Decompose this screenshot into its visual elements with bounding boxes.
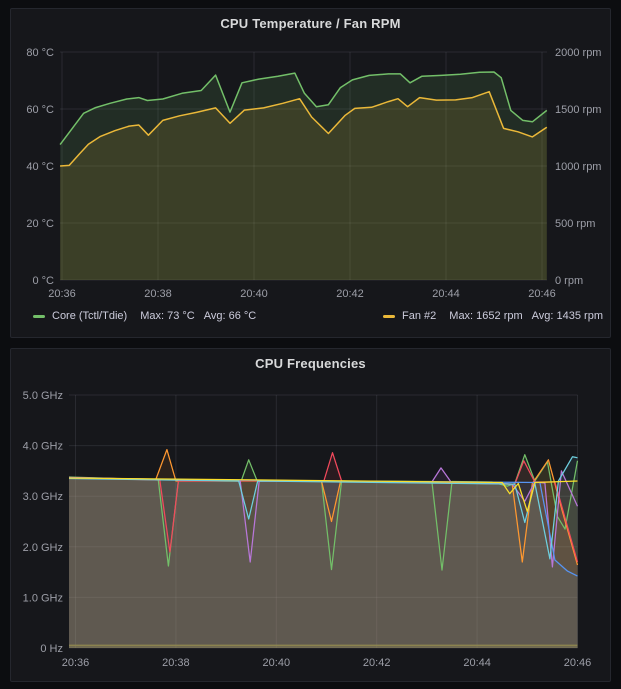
series-area-core-baseband xyxy=(69,645,578,648)
y-axis-tick-label: 0 °C xyxy=(32,275,54,287)
series-area-core-cyan xyxy=(69,456,578,648)
y-axis-right-tick-label: 0 rpm xyxy=(555,275,583,287)
x-axis-tick-label: 20:40 xyxy=(263,657,291,669)
legend-series-marker xyxy=(33,314,45,318)
legend-stat-max: Max: 73 °C xyxy=(140,310,195,322)
series-area-core-yellow xyxy=(69,478,578,648)
y-axis-tick-label: 20 °C xyxy=(26,218,54,230)
y-axis-tick-label: 60 °C xyxy=(26,104,54,116)
series-area-core-purple xyxy=(69,467,578,648)
x-axis-tick-label: 20:46 xyxy=(528,288,556,300)
y-axis-right-tick-label: 1500 rpm xyxy=(555,104,601,116)
legend-series-marker xyxy=(383,314,396,318)
y-axis-tick-label: 5.0 GHz xyxy=(23,390,63,402)
y-axis-right-tick-label: 1000 rpm xyxy=(555,161,601,173)
x-axis-tick-label: 20:46 xyxy=(564,657,592,669)
x-axis-tick-label: 20:44 xyxy=(463,657,491,669)
legend-stat-max: Max: 1652 rpm xyxy=(449,310,523,322)
legend-series-name: Fan #2 xyxy=(402,310,437,322)
series-line-core-cyan xyxy=(68,456,578,560)
y-axis-tick-label: 0 Hz xyxy=(40,643,63,655)
y-axis-right-tick-label: 2000 rpm xyxy=(555,47,601,59)
x-axis-tick-label: 20:36 xyxy=(48,288,76,300)
series-area-Core (Tctl/Tdie) xyxy=(60,72,547,280)
y-axis-right-tick-label: 500 rpm xyxy=(555,218,595,230)
x-axis-tick-label: 20:38 xyxy=(162,657,190,669)
series-area-core-red xyxy=(69,452,578,648)
y-axis-tick-label: 1.0 GHz xyxy=(23,592,63,604)
y-axis-tick-label: 4.0 GHz xyxy=(23,441,63,453)
y-axis-tick-label: 2.0 GHz xyxy=(23,542,63,554)
series-area-core-green xyxy=(69,454,578,648)
cpu-frequencies-chart[interactable]: 0 Hz 1.0 GHz 2.0 GHz 3.0 GHz 4.0 GHz 5.0 GHz 2… xyxy=(11,349,610,679)
y-axis-tick-label: 80 °C xyxy=(26,47,54,59)
series-line-Fan #2 xyxy=(60,90,548,167)
cpu-temperature-fan-chart[interactable]: 0 °C 0 rpm 20 °C 500 rpm 40 °C 1000 rpm 60 °C 1… xyxy=(11,9,610,305)
x-axis-tick-label: 20:42 xyxy=(363,657,391,669)
x-axis-tick-label: 20:36 xyxy=(62,657,90,669)
legend-item-core-tctl-tdie-[interactable]: Core (Tctl/Tdie) Max: 73 °C Avg: 66 °C xyxy=(33,310,256,322)
panel-cpu-temperature-fan: CPU Temperature / Fan RPM 0 °C 0 rpm 20 °C… xyxy=(10,8,611,338)
series-line-Core (Tctl/Tdie) xyxy=(59,71,548,146)
panel-cpu-frequencies: CPU Frequencies 0 Hz 1.0 GHz 2.0 GHz 3.0 GH… xyxy=(10,348,611,682)
legend-stat-avg: Avg: 66 °C xyxy=(203,310,257,322)
y-axis-tick-label: 40 °C xyxy=(26,161,54,173)
series-line-core-yellow xyxy=(68,477,578,513)
panel-title-cpu-frequencies[interactable]: CPU Frequencies xyxy=(255,356,366,371)
legend-item-fan-2[interactable]: Fan #2 Max: 1652 rpm Avg: 1435 rpm xyxy=(383,310,603,322)
legend-stat-avg: Avg: 1435 rpm xyxy=(531,310,603,322)
chart-legend: Core (Tctl/Tdie) Max: 73 °C Avg: 66 °C Fan … xyxy=(33,310,603,322)
series-area-Fan #2 xyxy=(60,91,547,280)
y-axis-tick-label: 3.0 GHz xyxy=(23,491,63,503)
x-axis-tick-label: 20:40 xyxy=(240,288,268,300)
panel-title-cpu-temperature-fan[interactable]: CPU Temperature / Fan RPM xyxy=(220,16,401,31)
x-axis-tick-label: 20:44 xyxy=(432,288,460,300)
series-area-core-blue xyxy=(69,478,578,648)
legend-series-name: Core (Tctl/Tdie) xyxy=(52,310,128,322)
x-axis-tick-label: 20:38 xyxy=(144,288,172,300)
x-axis-tick-label: 20:42 xyxy=(336,288,364,300)
